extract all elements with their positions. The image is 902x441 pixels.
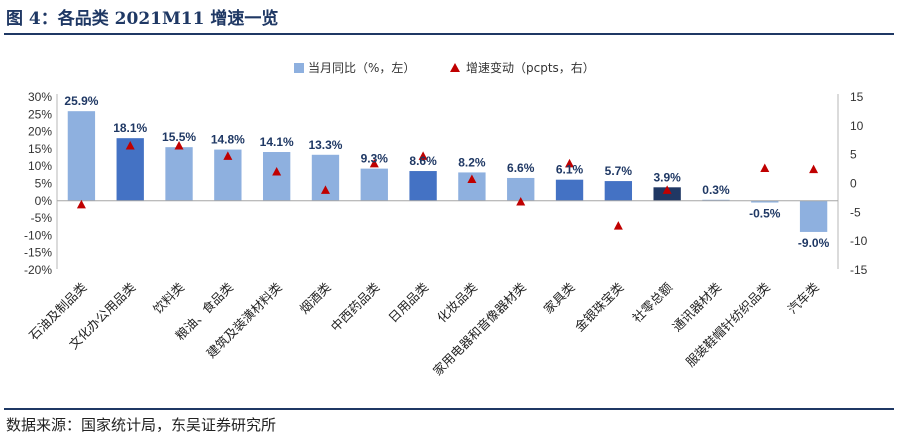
legend-marker-label: 增速变动（pcpts，右） bbox=[466, 60, 595, 75]
bar-data-label: 8.2% bbox=[458, 155, 486, 169]
left-tick-label: -20% bbox=[24, 263, 52, 277]
change-marker bbox=[809, 164, 819, 174]
bar bbox=[165, 147, 193, 201]
change-marker bbox=[223, 151, 233, 160]
category-label: 中西药品类 bbox=[328, 279, 383, 334]
category-label: 化妆品类 bbox=[434, 279, 480, 325]
bar bbox=[751, 200, 779, 203]
change-marker bbox=[565, 158, 575, 168]
bar bbox=[507, 177, 535, 201]
marker-series bbox=[76, 141, 819, 230]
bar bbox=[799, 200, 828, 232]
left-tick-label: -5% bbox=[31, 211, 53, 225]
change-marker bbox=[174, 141, 184, 150]
change-marker bbox=[662, 185, 672, 194]
bar-data-label: 25.9% bbox=[64, 94, 98, 108]
change-marker bbox=[516, 196, 526, 206]
change-marker bbox=[467, 174, 477, 183]
bar bbox=[409, 171, 437, 201]
data-labels: 25.9% 18.1% 15.5% 14.8% 14.1% 13.3% 9.3% 8.6% 8.… bbox=[64, 94, 829, 250]
left-tick-label: 25% bbox=[28, 107, 52, 121]
left-axis-ticks: -20% -15% -10% -5% 0% 5% 10% 15% 20% 25% 30% bbox=[24, 90, 52, 277]
change-marker bbox=[613, 221, 623, 230]
left-tick-label: 10% bbox=[28, 159, 52, 173]
right-tick-label: 0 bbox=[850, 177, 857, 191]
bar-data-label: 14.1% bbox=[260, 135, 294, 149]
bar-series bbox=[67, 111, 828, 232]
bar bbox=[604, 181, 633, 201]
right-tick-label: 10 bbox=[850, 119, 864, 133]
change-marker bbox=[272, 166, 282, 176]
category-label: 汽车类 bbox=[785, 279, 822, 316]
category-label: 饮料类 bbox=[150, 279, 187, 316]
change-marker bbox=[125, 141, 135, 150]
bar-data-label: 0.3% bbox=[702, 183, 730, 197]
legend-marker-swatch bbox=[450, 63, 460, 72]
top-rule bbox=[4, 33, 894, 35]
bar-chart: 当月同比（%，左） 增速变动（pcpts，右） -20% -15% -10% -5% 0… bbox=[24, 60, 868, 379]
category-label: 金银珠宝类 bbox=[572, 279, 627, 334]
figure-title: 图 4：各品类 2021M11 增速一览 bbox=[6, 9, 279, 29]
category-label: 家具类 bbox=[541, 279, 578, 316]
category-label: 烟酒类 bbox=[296, 279, 333, 316]
bar-data-label: 14.8% bbox=[211, 133, 245, 147]
bar bbox=[360, 168, 388, 201]
bar-data-label: 13.3% bbox=[308, 138, 342, 152]
category-label: 社零总额 bbox=[629, 279, 675, 325]
change-marker bbox=[418, 151, 428, 160]
category-label: 日用品类 bbox=[385, 279, 431, 325]
right-axis-ticks: -15 -10 -5 0 5 10 15 bbox=[850, 90, 868, 277]
right-tick-label: -10 bbox=[850, 234, 868, 248]
change-marker bbox=[760, 163, 770, 173]
bar-data-label: 3.9% bbox=[653, 170, 681, 184]
right-tick-label: 5 bbox=[850, 148, 857, 162]
bar bbox=[555, 179, 584, 201]
bar bbox=[702, 199, 730, 201]
right-tick-label: 15 bbox=[850, 90, 864, 104]
bar-data-label: 5.7% bbox=[605, 164, 633, 178]
change-marker bbox=[369, 158, 379, 168]
left-tick-label: 5% bbox=[35, 177, 53, 191]
legend-bar-label: 当月同比（%，左） bbox=[308, 60, 415, 75]
source-note: 数据来源：国家统计局，东吴证券研究所 bbox=[6, 416, 277, 434]
bar-data-label: 8.6% bbox=[409, 154, 437, 168]
bar-data-label: 9.3% bbox=[361, 152, 389, 166]
bottom-rule bbox=[4, 408, 894, 410]
left-tick-label: -15% bbox=[24, 246, 52, 260]
left-tick-label: 30% bbox=[28, 90, 52, 104]
chart-legend: 当月同比（%，左） 增速变动（pcpts，右） bbox=[294, 60, 595, 75]
change-marker bbox=[76, 199, 86, 209]
bar bbox=[653, 187, 681, 201]
left-tick-label: 15% bbox=[28, 142, 52, 156]
bar bbox=[262, 152, 291, 201]
bar-data-label: 18.1% bbox=[113, 121, 147, 135]
bar-data-label: -9.0% bbox=[798, 236, 830, 250]
bar-data-label: 6.6% bbox=[507, 161, 535, 175]
bar-data-label: -0.5% bbox=[749, 207, 781, 221]
left-tick-label: 20% bbox=[28, 125, 52, 139]
category-label: 家用电器和音像器材类 bbox=[430, 279, 529, 378]
category-label: 服装鞋帽针纺织品类 bbox=[683, 279, 774, 370]
legend-bar-swatch bbox=[294, 63, 304, 73]
left-tick-label: -10% bbox=[24, 228, 52, 242]
bar-data-label: 15.5% bbox=[162, 130, 196, 144]
change-marker bbox=[320, 185, 330, 194]
left-tick-label: 0% bbox=[35, 194, 53, 208]
bar-data-label: 6.1% bbox=[556, 163, 584, 177]
right-tick-label: -5 bbox=[850, 205, 861, 219]
right-tick-label: -15 bbox=[850, 263, 868, 277]
bar bbox=[67, 111, 96, 201]
